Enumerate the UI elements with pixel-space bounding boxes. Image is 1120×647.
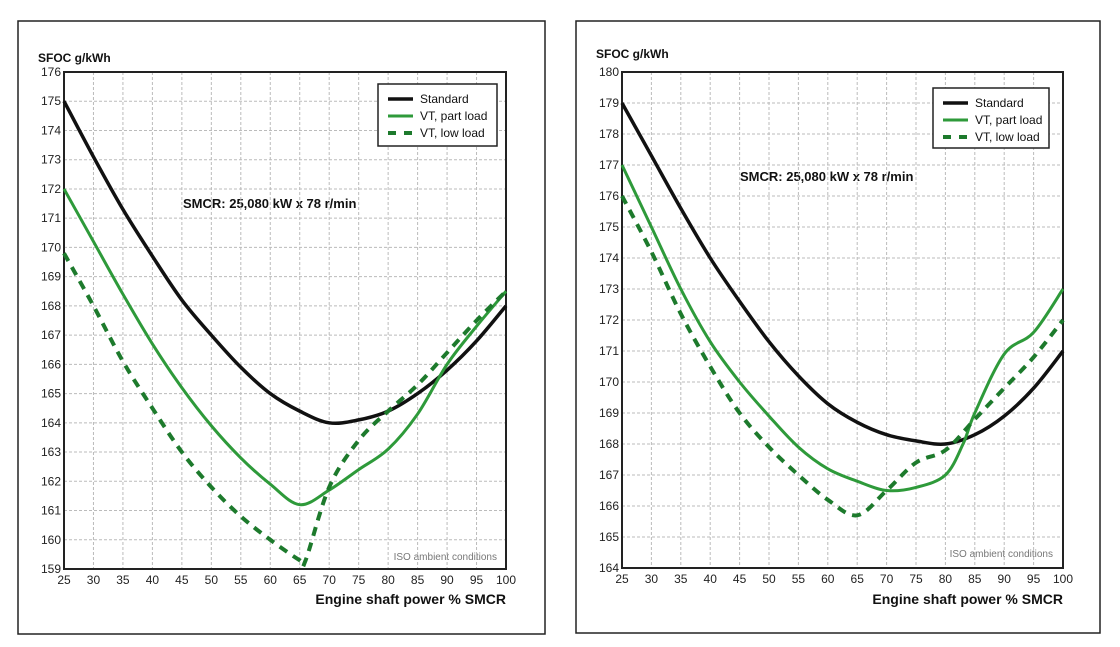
series-line-vt-part-load: [620, 164, 1065, 493]
x-tick-label: 80: [381, 573, 395, 587]
y-tick-label: 174: [599, 251, 619, 265]
x-tick-label: 35: [674, 572, 688, 586]
series-line-vt-low-load: [62, 252, 508, 569]
legend-label: Standard: [420, 92, 469, 106]
x-tick-label: 85: [411, 573, 425, 587]
x-tick-label: 100: [496, 573, 516, 587]
y-tick-label: 176: [599, 189, 619, 203]
y-tick-label: 169: [41, 270, 61, 284]
x-axis-label: Engine shaft power % SMCR: [315, 591, 506, 607]
series-line-standard: [62, 100, 508, 426]
y-tick-label: 167: [41, 328, 61, 342]
y-tick-label: 173: [41, 153, 61, 167]
x-axis-label: Engine shaft power % SMCR: [872, 591, 1063, 607]
y-axis-label: SFOC g/kWh: [596, 47, 669, 61]
legend-label: Standard: [975, 96, 1024, 110]
x-tick-label: 90: [440, 573, 454, 587]
x-tick-label: 25: [615, 572, 629, 586]
x-tick-label: 40: [704, 572, 718, 586]
iso-note: ISO ambient conditions: [394, 552, 497, 563]
x-tick-label: 50: [205, 573, 219, 587]
x-tick-label: 25: [57, 573, 71, 587]
y-tick-label: 166: [599, 499, 619, 513]
y-tick-label: 179: [599, 96, 619, 110]
y-tick-label: 165: [41, 387, 61, 401]
plot-area: [63, 71, 507, 570]
y-tick-label: 177: [599, 158, 619, 172]
y-tick-label: 172: [41, 182, 61, 196]
y-tick-label: 170: [599, 375, 619, 389]
y-tick-label: 174: [41, 123, 61, 137]
x-tick-label: 45: [175, 573, 189, 587]
x-tick-label: 30: [645, 572, 659, 586]
legend-label: VT, part load: [975, 113, 1042, 127]
x-tick-label: 80: [939, 572, 953, 586]
x-tick-label: 70: [323, 573, 337, 587]
chart-right: SFOC g/kWh Engine shaft power % SMCR SMC…: [575, 20, 1101, 634]
x-tick-label: 45: [733, 572, 747, 586]
smcr-annotation: SMCR: 25,080 kW x 78 r/min: [183, 196, 356, 211]
legend-label: VT, low load: [975, 130, 1040, 144]
x-tick-label: 85: [968, 572, 982, 586]
x-tick-label: 75: [352, 573, 366, 587]
x-tick-label: 60: [264, 573, 278, 587]
y-tick-label: 180: [599, 65, 619, 79]
x-tick-label: 60: [821, 572, 835, 586]
y-tick-label: 162: [41, 474, 61, 488]
series-line-vt-part-load: [62, 188, 508, 507]
y-tick-label: 172: [599, 313, 619, 327]
chart-left: SFOC g/kWh Engine shaft power % SMCR SMC…: [17, 20, 546, 635]
x-tick-label: 70: [880, 572, 894, 586]
y-tick-label: 178: [599, 127, 619, 141]
x-tick-label: 75: [909, 572, 923, 586]
y-axis-label: SFOC g/kWh: [38, 51, 111, 65]
x-tick-label: 95: [470, 573, 484, 587]
smcr-annotation: SMCR: 25,080 kW x 78 r/min: [740, 169, 913, 184]
x-tick-label: 50: [762, 572, 776, 586]
series-line-standard: [620, 102, 1065, 446]
y-tick-label: 165: [599, 530, 619, 544]
x-tick-label: 30: [87, 573, 101, 587]
y-tick-label: 171: [41, 211, 61, 225]
y-tick-label: 175: [41, 94, 61, 108]
y-tick-label: 171: [599, 344, 619, 358]
y-tick-label: 164: [41, 416, 61, 430]
x-tick-label: 55: [792, 572, 806, 586]
x-tick-label: 55: [234, 573, 248, 587]
y-tick-label: 168: [41, 299, 61, 313]
y-tick-label: 170: [41, 240, 61, 254]
legend-label: VT, low load: [420, 126, 485, 140]
x-tick-label: 95: [1027, 572, 1041, 586]
x-tick-label: 100: [1053, 572, 1073, 586]
x-tick-label: 65: [293, 573, 307, 587]
x-tick-label: 65: [851, 572, 865, 586]
y-tick-label: 167: [599, 468, 619, 482]
legend-box: [932, 87, 1050, 149]
y-tick-label: 163: [41, 445, 61, 459]
series-line-vt-low-load: [620, 195, 1065, 518]
y-tick-label: 173: [599, 282, 619, 296]
legend-label: VT, part load: [420, 109, 487, 123]
x-tick-label: 35: [116, 573, 130, 587]
y-tick-label: 168: [599, 437, 619, 451]
y-tick-label: 159: [41, 562, 61, 576]
y-tick-label: 166: [41, 357, 61, 371]
x-tick-label: 40: [146, 573, 160, 587]
y-tick-label: 176: [41, 65, 61, 79]
y-tick-label: 161: [41, 504, 61, 518]
x-tick-label: 90: [998, 572, 1012, 586]
iso-note: ISO ambient conditions: [950, 549, 1053, 560]
y-tick-label: 169: [599, 406, 619, 420]
y-tick-label: 160: [41, 533, 61, 547]
y-tick-label: 164: [599, 561, 619, 575]
y-tick-label: 175: [599, 220, 619, 234]
